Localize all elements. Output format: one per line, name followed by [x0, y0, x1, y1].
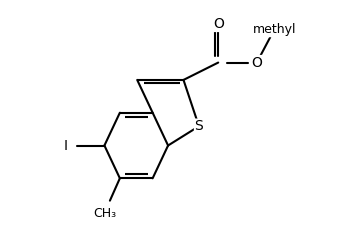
Text: O: O: [251, 55, 262, 70]
Text: CH₃: CH₃: [93, 206, 116, 219]
Text: I: I: [64, 138, 68, 152]
Text: methyl: methyl: [252, 23, 296, 36]
Text: S: S: [194, 119, 203, 133]
Text: O: O: [213, 17, 224, 31]
